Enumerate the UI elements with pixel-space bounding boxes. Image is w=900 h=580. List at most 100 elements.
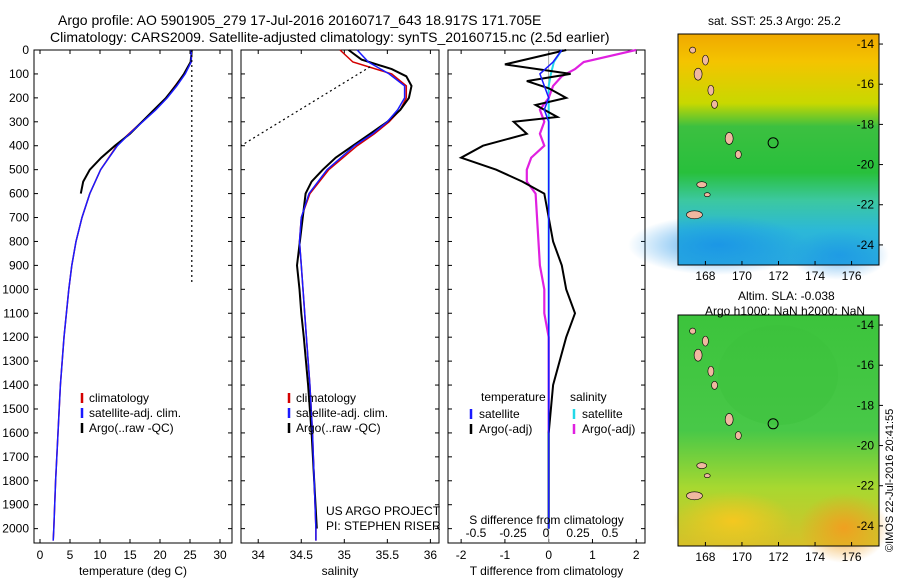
s-tick-label: 0 bbox=[543, 526, 550, 540]
y-tick-label: 800 bbox=[9, 234, 29, 248]
y-tick-label: 900 bbox=[9, 258, 29, 272]
x-tick-label: 10 bbox=[93, 548, 107, 562]
island-shape bbox=[702, 335, 709, 347]
x-tick-label: -2 bbox=[456, 548, 467, 562]
s-tick-label: 0.25 bbox=[566, 526, 590, 540]
y-tick-label: -18 bbox=[857, 398, 875, 412]
y-tick-label: -20 bbox=[857, 158, 875, 172]
x-tick-label: 172 bbox=[768, 550, 788, 564]
x-tick-label: 170 bbox=[732, 269, 752, 283]
legend-title: temperature bbox=[481, 390, 546, 404]
annotation-text: PI: STEPHEN RISER bbox=[326, 519, 441, 533]
x-tick-label: 176 bbox=[842, 550, 862, 564]
y-tick-label: 1400 bbox=[2, 378, 29, 392]
y-tick-label: 200 bbox=[9, 91, 29, 105]
y-tick-label: 700 bbox=[9, 211, 29, 225]
imos-credit: ©IMOS 22-Jul-2016 20:41:55 bbox=[884, 408, 896, 552]
y-tick-label: -16 bbox=[857, 77, 875, 91]
y-tick-label: 1600 bbox=[2, 426, 29, 440]
island-shape bbox=[693, 348, 703, 362]
y-tick-label: 500 bbox=[9, 163, 29, 177]
y-tick-label: -20 bbox=[857, 439, 875, 453]
chart-subtitle: Climatology: CARS2009. Satellite-adjuste… bbox=[50, 29, 610, 45]
island-shape bbox=[707, 365, 715, 377]
y-tick-label: -16 bbox=[857, 358, 875, 372]
sla-map-subtitle: Argo h1000: NaN h2000: NaN bbox=[705, 304, 866, 318]
map-field-patch bbox=[673, 491, 793, 551]
y-tick-label: 1500 bbox=[2, 402, 29, 416]
plot-frame bbox=[447, 49, 646, 544]
legend-label: climatology bbox=[296, 391, 356, 405]
x-tick-label: 170 bbox=[732, 550, 752, 564]
legend-label: Argo(-adj) bbox=[582, 422, 635, 436]
y-tick-label: 1900 bbox=[2, 498, 29, 512]
plot-frame bbox=[240, 49, 440, 544]
s-tick-label: -0.25 bbox=[499, 526, 527, 540]
x-tick-label: 5 bbox=[67, 548, 74, 562]
x-tick-label: 34.5 bbox=[290, 548, 314, 562]
series-line bbox=[525, 48, 637, 433]
island-shape bbox=[734, 431, 742, 440]
x-tick-label: 168 bbox=[695, 269, 715, 283]
series-line bbox=[298, 49, 406, 541]
series-line bbox=[539, 49, 563, 529]
legend-label: satellite bbox=[582, 407, 623, 421]
y-tick-label: 2000 bbox=[2, 522, 29, 536]
island-shape bbox=[696, 181, 708, 188]
y-tick-label: 1000 bbox=[2, 282, 29, 296]
island-shape bbox=[689, 327, 696, 335]
island-shape bbox=[686, 210, 703, 220]
legend-label: Argo(..raw -QC) bbox=[89, 421, 174, 435]
x-tick-label: 34 bbox=[252, 548, 266, 562]
x-tick-label: 1 bbox=[589, 548, 596, 562]
y-tick-label: 1700 bbox=[2, 450, 29, 464]
legend-label: satellite-adj. clim. bbox=[89, 406, 181, 420]
s-axis-label: S difference from climatology bbox=[469, 513, 624, 527]
island-shape bbox=[707, 84, 715, 96]
y-tick-label: -18 bbox=[857, 117, 875, 131]
y-tick-label: -14 bbox=[857, 37, 875, 51]
island-shape bbox=[703, 192, 711, 197]
x-tick-label: 35 bbox=[338, 548, 352, 562]
y-tick-label: -14 bbox=[857, 318, 875, 332]
annotation-text: US ARGO PROJECT bbox=[326, 504, 441, 518]
legend-label: satellite bbox=[479, 407, 520, 421]
legend-title: salinity bbox=[570, 390, 607, 404]
y-tick-label: 1200 bbox=[2, 330, 29, 344]
x-tick-label: 174 bbox=[805, 550, 825, 564]
argo-position-marker bbox=[767, 137, 779, 149]
argo-position-marker bbox=[767, 418, 779, 430]
series-line bbox=[295, 49, 413, 529]
x-axis-label: T difference from climatology bbox=[470, 564, 624, 578]
sla-map-title: Altim. SLA: -0.038 bbox=[738, 289, 835, 303]
island-shape bbox=[696, 462, 708, 469]
y-tick-label: -24 bbox=[857, 519, 875, 533]
s-tick-label: 0.5 bbox=[602, 526, 619, 540]
series-line bbox=[52, 50, 192, 541]
series-line bbox=[547, 49, 563, 529]
x-axis-label: temperature (deg C) bbox=[79, 564, 187, 578]
legend-label: Argo(..raw -QC) bbox=[296, 421, 381, 435]
map-field-patch bbox=[789, 230, 889, 280]
x-tick-label: 15 bbox=[123, 548, 137, 562]
y-tick-label: -22 bbox=[857, 479, 875, 493]
island-shape bbox=[724, 413, 734, 426]
x-tick-label: 0 bbox=[37, 548, 44, 562]
island-shape bbox=[734, 150, 742, 159]
y-tick-label: 300 bbox=[9, 115, 29, 129]
series-line bbox=[240, 66, 371, 147]
x-axis-label: salinity bbox=[322, 564, 359, 578]
sst-map-title: sat. SST: 25.3 Argo: 25.2 bbox=[708, 14, 841, 28]
plot-frame bbox=[33, 49, 233, 544]
x-tick-label: -1 bbox=[500, 548, 511, 562]
y-tick-label: 1300 bbox=[2, 354, 29, 368]
x-tick-label: 176 bbox=[842, 269, 862, 283]
legend-label: climatology bbox=[89, 391, 149, 405]
s-tick-label: -0.5 bbox=[466, 526, 487, 540]
x-tick-label: 36 bbox=[424, 548, 438, 562]
legend-label: satellite-adj. clim. bbox=[296, 406, 388, 420]
series-line bbox=[79, 49, 193, 194]
y-tick-label: 100 bbox=[9, 67, 29, 81]
legend-label: Argo(-adj) bbox=[479, 422, 532, 436]
